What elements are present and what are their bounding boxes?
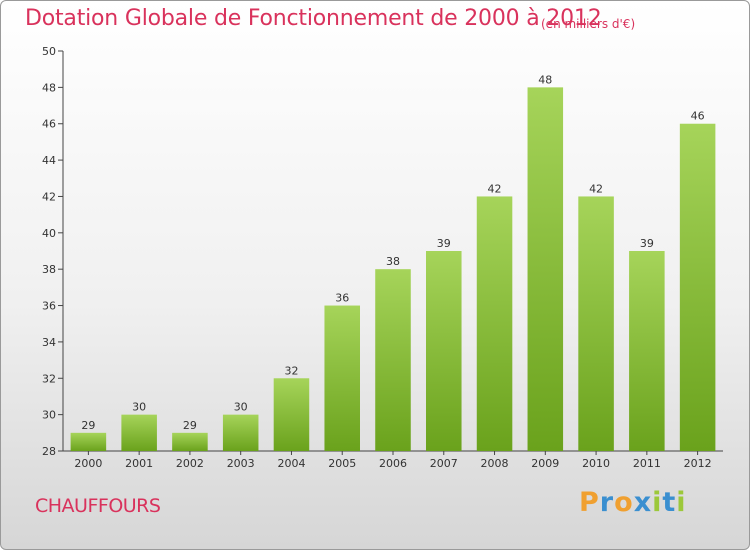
bar-2005 <box>324 305 360 451</box>
town-name: CHAUFFOURS <box>35 495 161 517</box>
proxiti-logo[interactable]: Proxiti <box>579 487 687 518</box>
y-tick-label: 38 <box>42 263 56 276</box>
y-tick-label: 30 <box>42 409 56 422</box>
x-tick-label-2005: 2005 <box>328 457 356 470</box>
value-label-2002: 29 <box>183 419 197 432</box>
logo-letter: i <box>676 487 687 518</box>
bars <box>70 87 716 452</box>
value-label-2001: 30 <box>132 401 146 414</box>
x-tick-label-2004: 2004 <box>277 457 305 470</box>
bar-2000 <box>70 432 107 451</box>
x-tick-label-2012: 2012 <box>684 457 712 470</box>
value-label-2011: 39 <box>640 237 654 250</box>
value-label-2012: 46 <box>691 110 705 123</box>
logo-letter: P <box>579 487 600 518</box>
bar-value-labels: 29 30 29 30 32 36 38 39 42 48 42 39 46 <box>81 73 704 431</box>
bar-2004 <box>273 378 310 451</box>
x-tick-label-2010: 2010 <box>582 457 610 470</box>
x-tick-label-2000: 2000 <box>74 457 102 470</box>
bar-2012 <box>679 123 716 452</box>
x-tick-label-2008: 2008 <box>481 457 509 470</box>
y-tick-label: 32 <box>42 372 56 385</box>
bar-2008 <box>476 196 513 451</box>
chart-title: Dotation Globale de Fonctionnement de 20… <box>25 6 602 31</box>
bar-2003 <box>222 414 259 451</box>
y-tick-label: 48 <box>42 81 56 94</box>
x-tick-label-2002: 2002 <box>176 457 204 470</box>
value-label-2008: 42 <box>488 182 502 195</box>
bar-2009 <box>527 87 564 451</box>
y-axis: 28 30 32 34 36 38 40 42 44 46 48 50 <box>42 45 64 458</box>
x-tick-label-2011: 2011 <box>633 457 661 470</box>
value-label-2007: 39 <box>437 237 451 250</box>
bar-2011 <box>629 251 665 451</box>
value-label-2005: 36 <box>335 292 349 305</box>
bar-2010 <box>578 196 614 451</box>
logo-letter: t <box>662 487 677 518</box>
x-tick-label-2007: 2007 <box>430 457 458 470</box>
y-tick-label: 40 <box>42 227 56 240</box>
value-label-2003: 30 <box>234 401 248 414</box>
chart-subtitle: (en milliers d'€) <box>541 17 636 31</box>
y-tick-label: 36 <box>42 300 56 313</box>
value-label-2000: 29 <box>81 419 95 432</box>
y-tick-label: 34 <box>42 336 56 349</box>
x-tick-label-2009: 2009 <box>531 457 559 470</box>
bar-2001 <box>121 414 157 451</box>
bar-2006 <box>375 269 411 451</box>
value-label-2009: 48 <box>538 73 552 86</box>
logo-letter: r <box>599 487 615 518</box>
bar-2007 <box>426 251 462 451</box>
value-label-2006: 38 <box>386 255 400 268</box>
y-tick-label: 50 <box>42 45 56 58</box>
y-tick-label: 42 <box>42 190 56 203</box>
x-tick-label-2003: 2003 <box>227 457 255 470</box>
bar-2002 <box>172 432 208 451</box>
value-label-2010: 42 <box>589 182 603 195</box>
logo-letter: i <box>652 487 663 518</box>
y-tick-label: 28 <box>42 445 56 458</box>
logo-letter: x <box>633 487 653 518</box>
logo-letter: o <box>614 487 634 518</box>
x-tick-label-2001: 2001 <box>125 457 153 470</box>
x-tick-label-2006: 2006 <box>379 457 407 470</box>
x-axis: 2000 2001 2002 2003 2004 2005 2006 2007 2008 2009… <box>63 450 723 470</box>
value-label-2004: 32 <box>284 364 298 377</box>
y-tick-label: 44 <box>42 154 56 167</box>
y-tick-label: 46 <box>42 118 56 131</box>
